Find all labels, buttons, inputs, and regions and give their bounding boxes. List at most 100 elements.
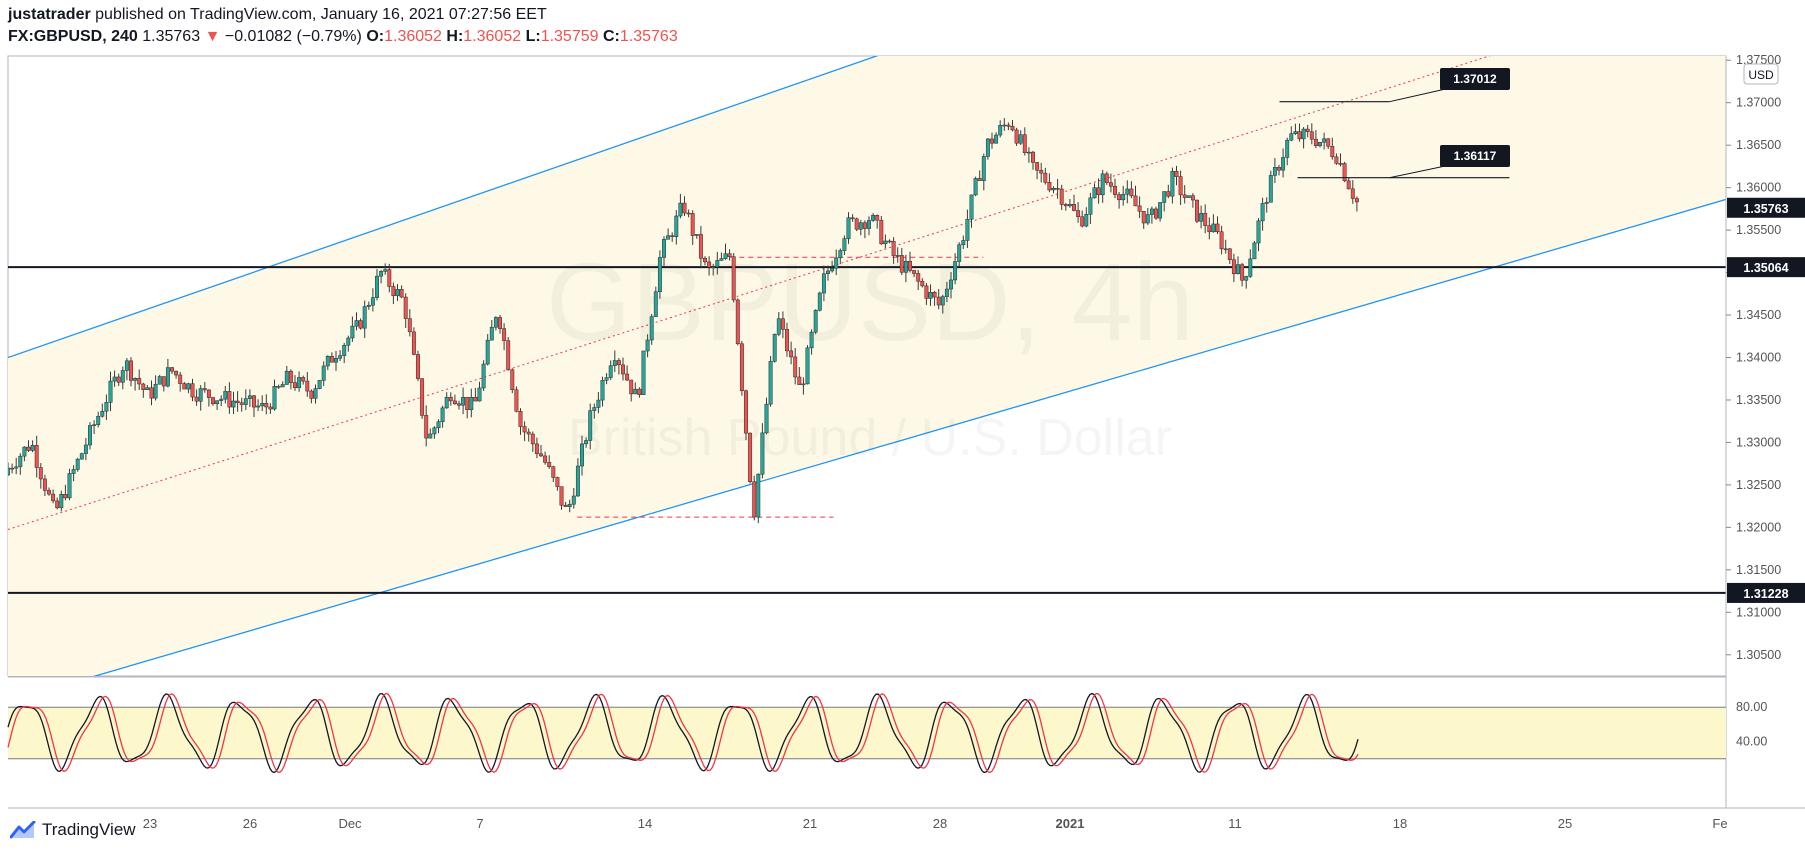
candle-body[interactable] — [887, 240, 892, 243]
candle-body[interactable] — [608, 365, 613, 378]
candle-body[interactable] — [83, 444, 88, 454]
candle-body[interactable] — [1203, 213, 1208, 226]
candle-body[interactable] — [953, 261, 958, 281]
candle-body[interactable] — [485, 339, 490, 365]
candle-body[interactable] — [1223, 248, 1228, 251]
candle-body[interactable] — [223, 391, 228, 400]
candle-body[interactable] — [1166, 191, 1171, 197]
candle-body[interactable] — [858, 222, 863, 230]
candle-body[interactable] — [715, 260, 720, 268]
candle-body[interactable] — [571, 495, 576, 505]
candle-body[interactable] — [1125, 188, 1130, 195]
candle-body[interactable] — [670, 235, 675, 237]
candle-body[interactable] — [1063, 204, 1068, 207]
candle-body[interactable] — [235, 400, 240, 404]
candle-body[interactable] — [1313, 138, 1318, 147]
candle-body[interactable] — [1244, 276, 1249, 281]
candle-body[interactable] — [465, 397, 470, 410]
candle-body[interactable] — [112, 376, 117, 382]
channel-midline[interactable] — [8, 0, 1726, 530]
candle-body[interactable] — [1018, 134, 1023, 144]
candle-body[interactable] — [10, 467, 15, 470]
main-plot[interactable]: GBPUSD, 4h British Pound / U.S. Dollar 1.3… — [6, 0, 1726, 701]
candle-body[interactable] — [395, 289, 400, 296]
candle-body[interactable] — [883, 240, 888, 245]
candle-body[interactable] — [1330, 146, 1335, 158]
candle-body[interactable] — [243, 398, 248, 405]
price-tag[interactable] — [1727, 582, 1805, 603]
candle-body[interactable] — [334, 358, 338, 363]
candle-body[interactable] — [764, 403, 769, 434]
candle-body[interactable] — [1096, 187, 1101, 196]
candle-body[interactable] — [862, 222, 867, 229]
candle-body[interactable] — [92, 424, 97, 426]
candle-body[interactable] — [920, 280, 925, 287]
candle-body[interactable] — [1305, 128, 1310, 133]
candle-body[interactable] — [420, 378, 425, 416]
candle-body[interactable] — [1293, 131, 1298, 134]
candle-body[interactable] — [826, 270, 830, 274]
candle-body[interactable] — [1338, 163, 1343, 165]
candle-body[interactable] — [338, 355, 343, 359]
candle-body[interactable] — [1297, 131, 1302, 140]
candle-body[interactable] — [1026, 151, 1031, 154]
candle-body[interactable] — [96, 415, 101, 425]
candle-body[interactable] — [149, 387, 154, 399]
candle-body[interactable] — [379, 271, 384, 277]
candle-body[interactable] — [793, 356, 798, 378]
candle-body[interactable] — [748, 432, 753, 483]
candle-body[interactable] — [580, 443, 584, 467]
candle-body[interactable] — [666, 235, 671, 240]
candle-body[interactable] — [116, 376, 121, 383]
candle-body[interactable] — [321, 365, 326, 381]
candle-body[interactable] — [1088, 197, 1093, 215]
candle-body[interactable] — [436, 421, 441, 429]
candle-body[interactable] — [1162, 191, 1167, 203]
candle-body[interactable] — [411, 331, 416, 355]
candle-body[interactable] — [1067, 204, 1072, 207]
candle-body[interactable] — [780, 318, 785, 330]
candle-body[interactable] — [194, 396, 199, 402]
candle-body[interactable] — [387, 269, 392, 287]
candle-body[interactable] — [1043, 172, 1048, 183]
candle-body[interactable] — [998, 125, 1003, 136]
candle-body[interactable] — [1256, 220, 1261, 244]
candle-body[interactable] — [846, 217, 851, 239]
candle-body[interactable] — [867, 220, 871, 229]
candle-body[interactable] — [1264, 201, 1269, 204]
candle-body[interactable] — [1277, 167, 1281, 171]
candle-body[interactable] — [297, 377, 302, 389]
candle-body[interactable] — [707, 261, 712, 268]
candle-body[interactable] — [1219, 231, 1224, 250]
candle-body[interactable] — [137, 378, 142, 385]
candle-body[interactable] — [899, 255, 904, 273]
candle-body[interactable] — [18, 455, 23, 468]
candle-body[interactable] — [75, 458, 80, 470]
price-tag[interactable] — [1727, 257, 1805, 278]
candle-body[interactable] — [575, 465, 580, 497]
candle-body[interactable] — [1072, 204, 1076, 211]
candle-body[interactable] — [55, 500, 60, 509]
candle-body[interactable] — [51, 493, 56, 502]
candle-body[interactable] — [383, 269, 388, 272]
candle-body[interactable] — [108, 380, 113, 403]
candle-body[interactable] — [965, 218, 970, 241]
candle-body[interactable] — [547, 462, 552, 467]
candle-body[interactable] — [264, 403, 269, 408]
candle-body[interactable] — [42, 478, 47, 491]
candle-body[interactable] — [34, 445, 39, 468]
candle-body[interactable] — [813, 309, 818, 333]
candle-body[interactable] — [563, 504, 568, 507]
candle-body[interactable] — [1236, 264, 1240, 275]
candle-body[interactable] — [133, 378, 138, 381]
candle-body[interactable] — [703, 258, 707, 263]
candle-body[interactable] — [772, 333, 777, 362]
candle-body[interactable] — [1014, 129, 1019, 144]
candle-body[interactable] — [432, 427, 437, 435]
candle-body[interactable] — [994, 134, 999, 144]
candle-body[interactable] — [682, 202, 687, 214]
candle-body[interactable] — [1260, 203, 1265, 222]
candle-body[interactable] — [567, 503, 572, 507]
candle-body[interactable] — [621, 364, 625, 375]
candle-body[interactable] — [625, 373, 630, 381]
